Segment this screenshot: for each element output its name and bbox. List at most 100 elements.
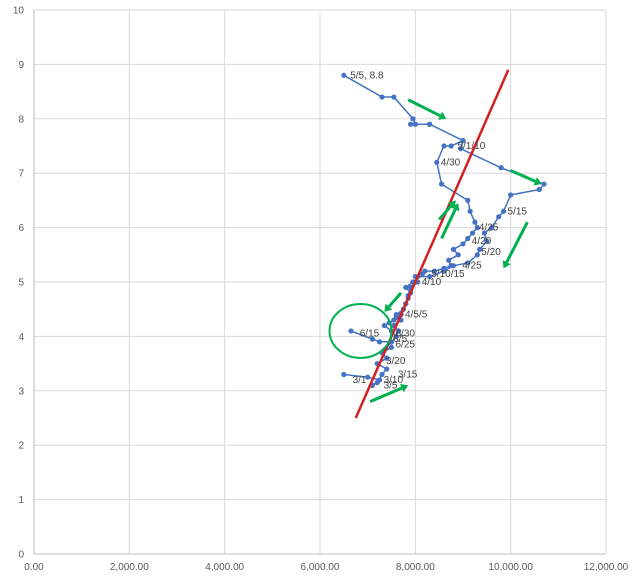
- data-point: [427, 121, 433, 127]
- point-label: 5/20: [481, 247, 501, 258]
- trend-arrow-head: [384, 303, 393, 312]
- y-tick-label: 7: [18, 169, 24, 180]
- data-point: [489, 225, 495, 231]
- trend-arrow-head: [451, 203, 460, 212]
- data-point: [460, 137, 466, 144]
- data-point: [465, 235, 471, 242]
- y-tick-label: 9: [18, 60, 24, 71]
- data-point: [500, 208, 507, 214]
- point-label: 3/10: [384, 375, 404, 386]
- trend-arrow-head: [533, 177, 542, 186]
- data-point: [410, 116, 416, 122]
- y-tick-label: 8: [18, 114, 24, 125]
- data-point: [388, 344, 395, 350]
- y-tick-label: 0: [18, 550, 24, 561]
- data-point: [348, 328, 354, 334]
- data-point: [508, 192, 514, 198]
- data-point: [384, 366, 390, 372]
- x-tick-label: 4,000.00: [205, 562, 244, 573]
- x-tick-labels: 0.00 2,000.00 4,000.00 6,000.00 8,000.00 10,0…: [24, 562, 628, 573]
- y-tick-label: 4: [18, 332, 24, 343]
- point-label: 3/15: [398, 369, 418, 380]
- data-point: [379, 94, 385, 100]
- data-point: [448, 143, 454, 149]
- trend-arrow: [440, 208, 457, 240]
- data-point: [484, 238, 490, 244]
- y-tick-label: 1: [18, 495, 24, 506]
- gridlines: [34, 9, 607, 554]
- trend-arrow-head: [447, 200, 456, 209]
- trend-arrow-head: [502, 260, 511, 269]
- y-tick-label: 10: [13, 6, 25, 17]
- point-label: 5/10/15: [431, 269, 465, 280]
- point-label: 6/30: [396, 329, 416, 340]
- highlight-circle: [328, 302, 393, 359]
- data-point: [391, 94, 397, 100]
- data-point: [391, 317, 397, 323]
- trend-arrow: [369, 386, 403, 404]
- data-point: [434, 159, 440, 165]
- point-label: 6/5: [393, 334, 407, 345]
- trend-arrow-head: [399, 383, 409, 393]
- data-point: [460, 241, 466, 247]
- data-point: [422, 268, 428, 274]
- data-point: [384, 355, 390, 361]
- point-label: 4/25: [479, 223, 499, 234]
- y-tick-label: 2: [18, 441, 24, 452]
- data-point: [412, 121, 418, 127]
- data-point: [474, 225, 480, 231]
- x-tick-label: 12,000.00: [584, 562, 629, 573]
- point-label: 3/1: [353, 375, 367, 386]
- trend-arrow: [407, 98, 441, 118]
- point-label: 3/20: [386, 356, 406, 367]
- data-point: [407, 121, 414, 127]
- data-point: [450, 246, 457, 252]
- data-point: [496, 214, 502, 220]
- y-tick-labels: 0 1 2 3 4 5 6 7 8 9 10: [13, 6, 25, 561]
- point-label: 5/1/10: [457, 141, 485, 152]
- point-label: 4/10: [422, 277, 442, 288]
- data-point: [458, 146, 464, 152]
- x-tick-label: 0.00: [24, 562, 44, 573]
- point-label: 4/25: [462, 261, 482, 272]
- axes: [33, 10, 606, 555]
- data-point: [438, 181, 445, 187]
- data-point: [441, 268, 447, 274]
- point-label: 6/25: [396, 340, 416, 351]
- point-label: 4/20: [472, 236, 492, 247]
- x-tick-label: 8,000.00: [396, 562, 435, 573]
- data-point: [477, 246, 483, 252]
- data-point: [474, 252, 480, 258]
- data-point: [481, 230, 488, 236]
- x-tick-label: 10,000.00: [488, 562, 533, 573]
- point-label: 3/5: [384, 380, 398, 391]
- data-point: [536, 186, 542, 193]
- trendline-layer: [354, 69, 510, 419]
- data-point: [465, 197, 471, 203]
- data-point: [472, 219, 478, 225]
- data-point: [341, 72, 347, 78]
- data-point: [365, 374, 371, 380]
- trend-arrow: [510, 169, 536, 183]
- trend-arrow-head: [438, 111, 447, 120]
- data-point: [369, 336, 376, 342]
- data-point: [450, 263, 457, 269]
- x-tick-label: 6,000.00: [301, 562, 340, 573]
- data-point: [376, 339, 383, 345]
- point-labels: 5/5, 8.85/1/104/305/154/254/205/204/255/…: [350, 70, 527, 391]
- x-tick-label: 2,000.00: [110, 562, 149, 573]
- data-point: [381, 322, 387, 329]
- annotation-overlays: [328, 98, 542, 404]
- data-point: [393, 333, 399, 339]
- data-point: [465, 260, 471, 266]
- point-label: 5/15: [508, 206, 528, 217]
- data-point: [455, 252, 461, 258]
- data-point: [498, 165, 504, 171]
- point-label: 5/5, 8.8: [350, 70, 384, 81]
- trend-arrow: [505, 221, 529, 263]
- data-point: [403, 284, 409, 291]
- data-point: [396, 328, 402, 334]
- series-line: [343, 139, 545, 387]
- data-point: [441, 143, 447, 149]
